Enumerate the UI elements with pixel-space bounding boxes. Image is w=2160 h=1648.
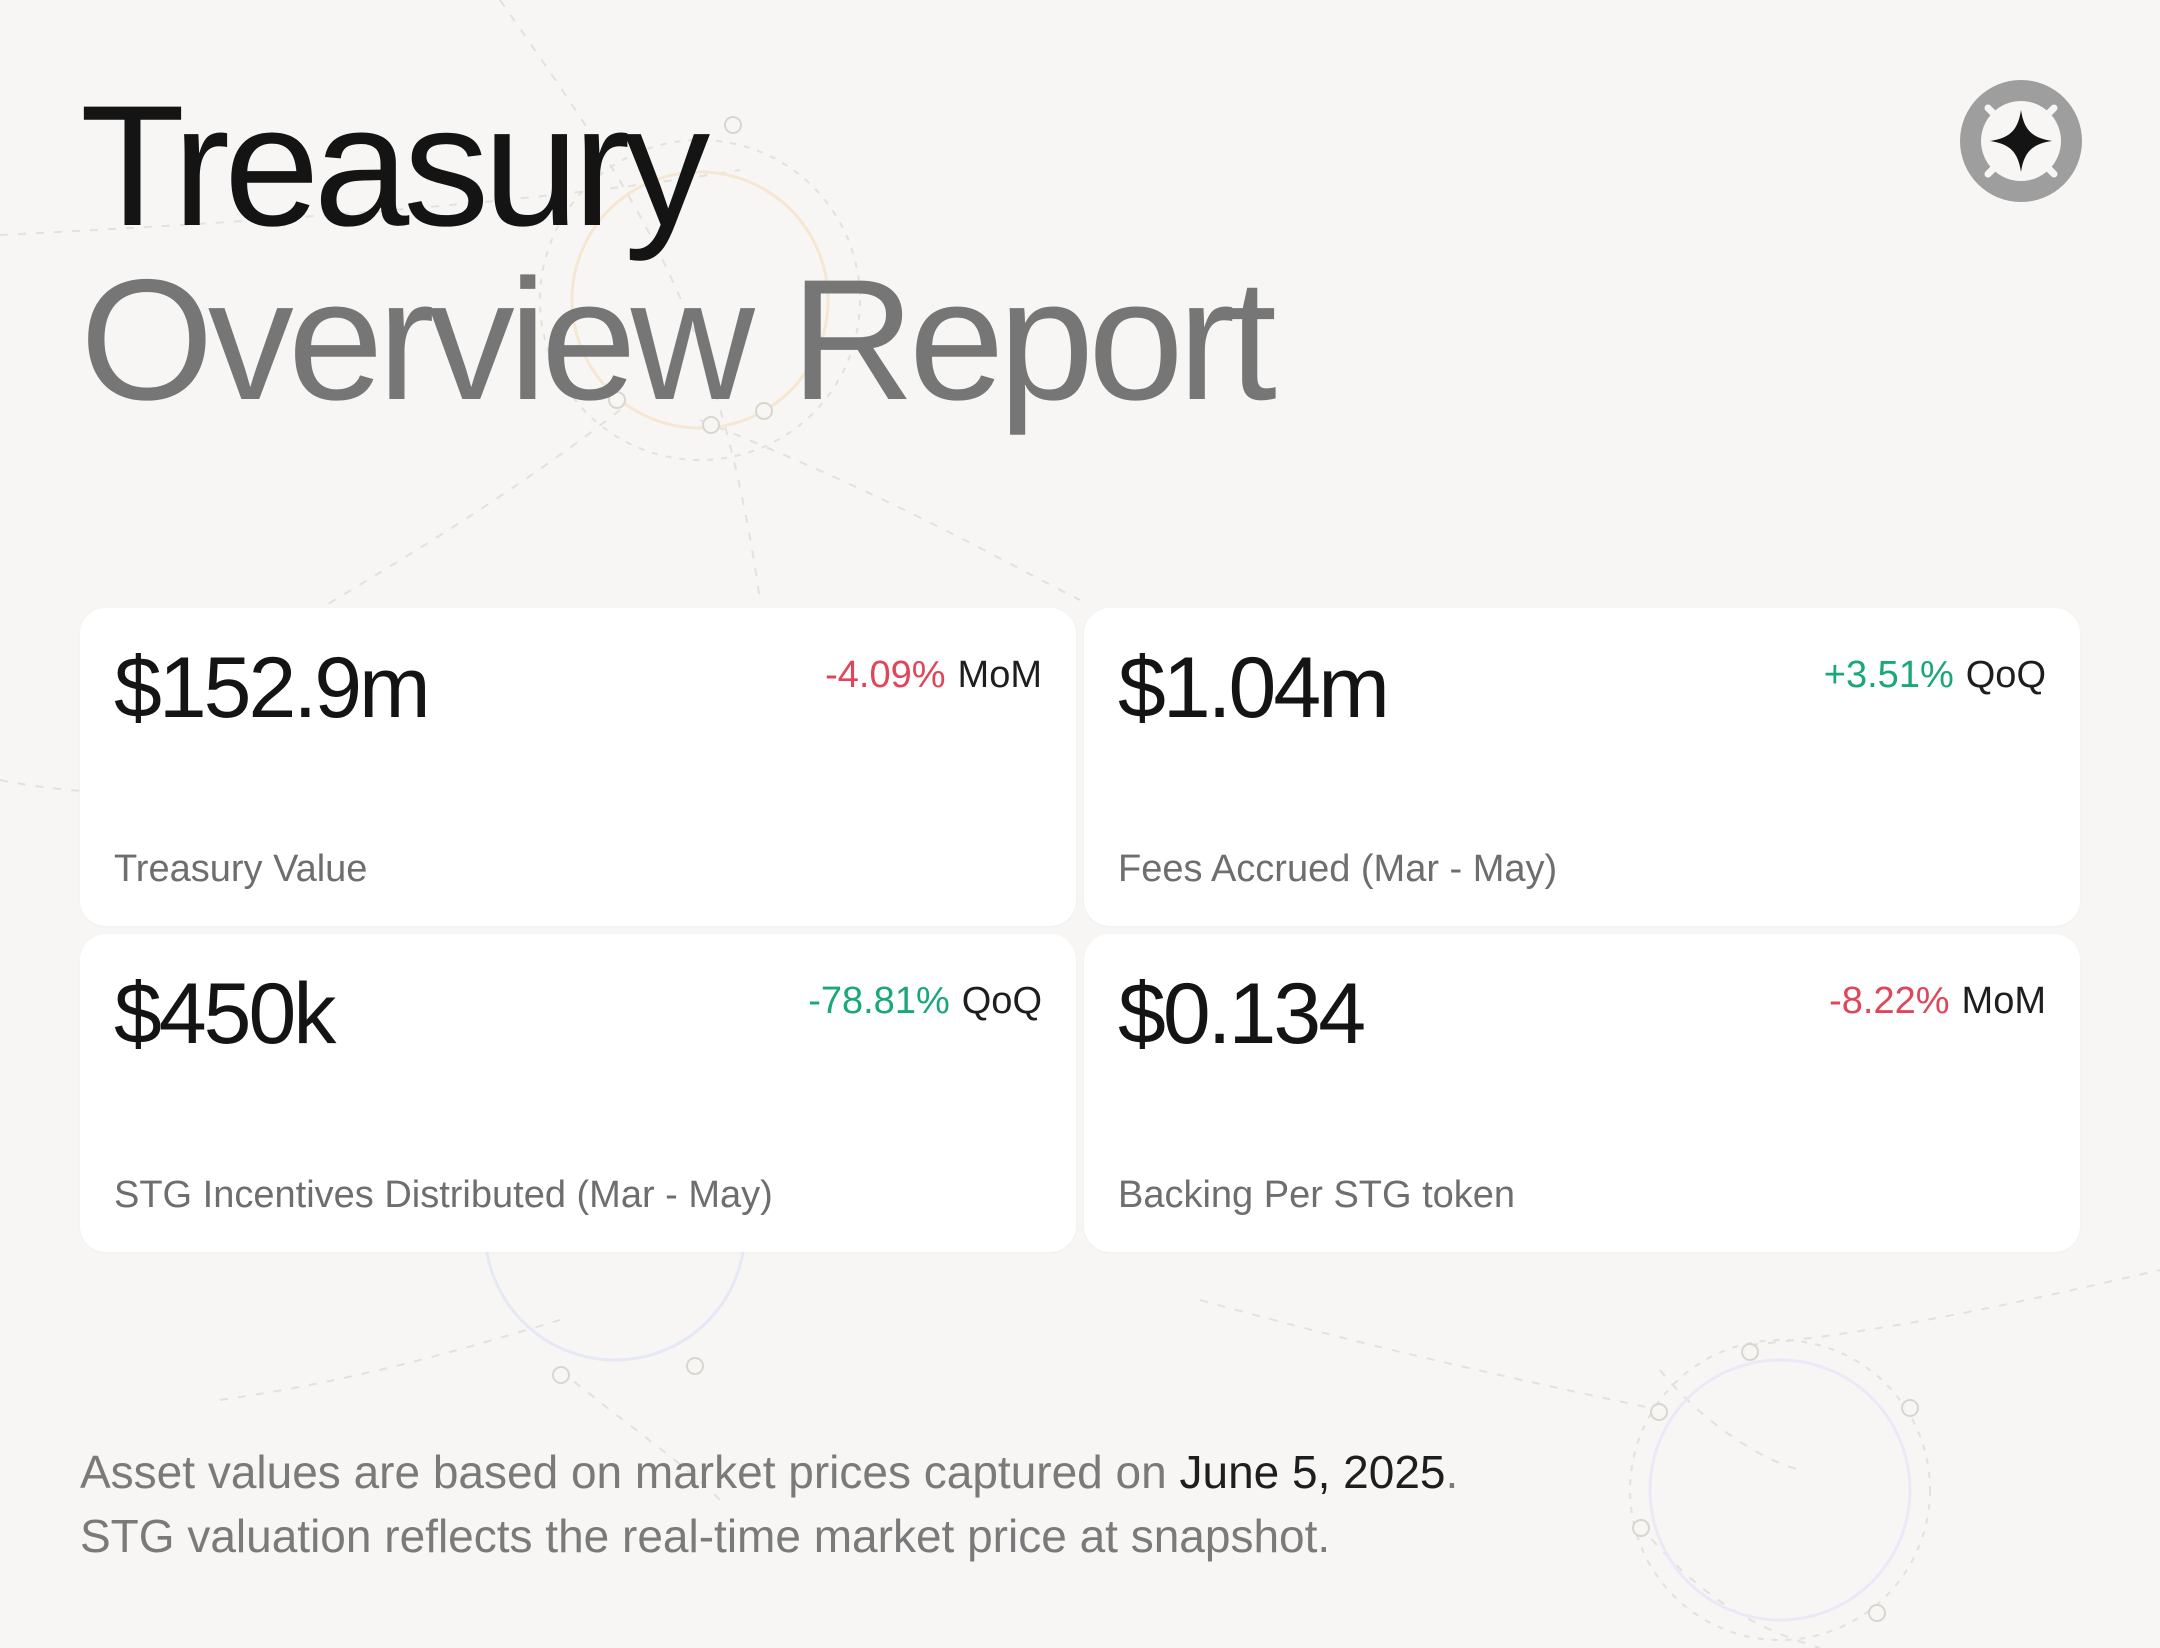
footnote-line-1-prefix: Asset values are based on market prices …: [80, 1446, 1180, 1498]
snapshot-date: June 5, 2025: [1179, 1446, 1446, 1498]
title-line-1: Treasury: [80, 70, 710, 262]
metrics-grid: $152.9m -4.09% MoM Treasury Value $1.04m …: [80, 608, 2080, 1252]
metric-card-backing-per-token: $0.134 -8.22% MoM Backing Per STG token: [1084, 934, 2080, 1252]
change-percent: -4.09%: [825, 654, 946, 696]
metric-label: Fees Accrued (Mar - May): [1118, 848, 1558, 890]
footnote-line-1: Asset values are based on market prices …: [80, 1440, 1458, 1504]
page-title: Treasury Overview Report: [80, 70, 1277, 436]
metric-change: -78.81% QoQ: [808, 978, 1042, 1024]
metric-card-treasury-value: $152.9m -4.09% MoM Treasury Value: [80, 608, 1076, 926]
metric-label: STG Incentives Distributed (Mar - May): [114, 1174, 773, 1216]
four-point-star-icon: [1960, 80, 2082, 202]
footnote: Asset values are based on market prices …: [80, 1440, 1458, 1568]
metric-value: $450k: [114, 966, 336, 1062]
metric-value: $0.134: [1118, 966, 1366, 1062]
metric-change: +3.51% QoQ: [1824, 652, 2046, 698]
change-percent: -8.22%: [1829, 980, 1950, 1022]
footnote-line-1-suffix: .: [1445, 1446, 1459, 1498]
metric-card-stg-incentives: $450k -78.81% QoQ STG Incentives Distribu…: [80, 934, 1076, 1252]
change-period: QoQ: [1965, 654, 2046, 696]
footnote-line-2: STG valuation reflects the real-time mar…: [80, 1510, 1331, 1562]
change-percent: -78.81%: [808, 980, 950, 1022]
change-period: QoQ: [961, 980, 1042, 1022]
metric-value: $1.04m: [1118, 640, 1390, 736]
metric-change: -8.22% MoM: [1829, 978, 2046, 1024]
change-percent: +3.51%: [1823, 654, 1954, 696]
change-period: MoM: [1961, 980, 2046, 1022]
metric-change: -4.09% MoM: [825, 652, 1042, 698]
title-line-2: Overview Report: [80, 244, 1277, 436]
metric-value: $152.9m: [114, 640, 431, 736]
metric-label: Treasury Value: [114, 848, 368, 890]
change-period: MoM: [957, 654, 1042, 696]
metric-label: Backing Per STG token: [1118, 1174, 1516, 1216]
metric-card-fees-accrued: $1.04m +3.51% QoQ Fees Accrued (Mar - May…: [1084, 608, 2080, 926]
